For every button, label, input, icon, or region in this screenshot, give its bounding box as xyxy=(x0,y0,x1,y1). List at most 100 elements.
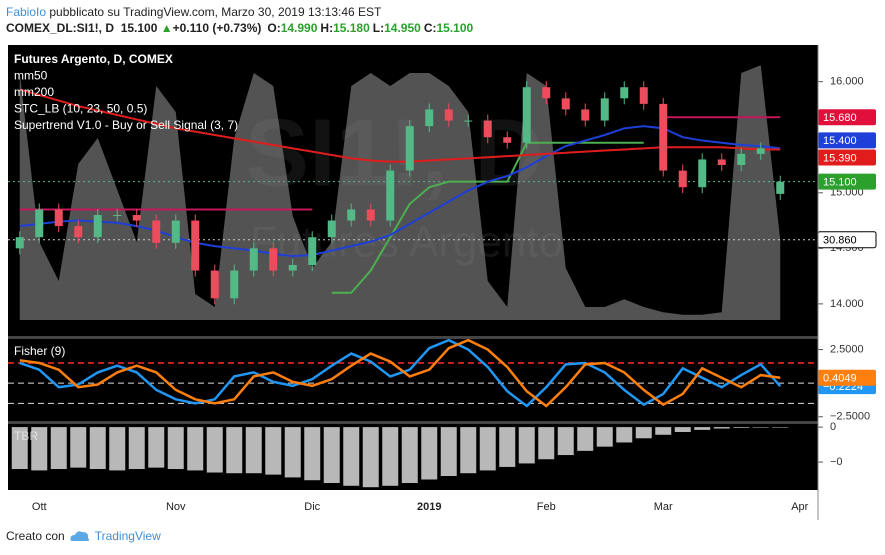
price-tag-label: 15.100 xyxy=(823,177,857,189)
x-tick-label: 2019 xyxy=(417,501,441,513)
header: FabioIo pubblicato su TradingView.com, M… xyxy=(6,4,476,36)
histogram-bar xyxy=(323,427,340,484)
histogram-bar xyxy=(89,427,106,470)
legend-entry: STC_LB (10, 23, 50, 0.5) xyxy=(14,102,147,116)
histogram-bar xyxy=(401,427,418,484)
price-tag-label: 30.860 xyxy=(823,235,857,247)
symbol: COMEX_DL:SI1!, D xyxy=(6,21,115,35)
moving-average xyxy=(19,125,781,258)
fisher-line xyxy=(19,338,781,408)
author[interactable]: FabioIo xyxy=(6,5,47,19)
y-tick-label: 14.000 xyxy=(830,298,864,310)
candle xyxy=(425,109,434,127)
candle xyxy=(542,87,551,99)
candle xyxy=(54,209,63,227)
histogram-bar xyxy=(557,427,574,456)
candle xyxy=(756,148,765,154)
x-tick-label: Ott xyxy=(32,501,47,513)
histogram-bar xyxy=(31,427,48,471)
histogram-bar xyxy=(50,427,67,470)
candle xyxy=(386,170,395,221)
candle xyxy=(171,220,180,243)
candle xyxy=(659,103,668,171)
histogram-bar xyxy=(109,427,126,471)
y-tick-label: −2.5000 xyxy=(830,411,870,423)
candle xyxy=(483,120,492,138)
ohlc-value: 14.990 xyxy=(280,21,318,35)
histogram-bar xyxy=(577,427,594,451)
candle xyxy=(464,120,473,122)
x-tick-label: Nov xyxy=(166,501,186,513)
x-tick-label: Mar xyxy=(654,501,673,513)
footer-brand[interactable]: TradingView xyxy=(94,529,161,543)
x-tick-label: Dic xyxy=(304,501,320,513)
histogram-bar xyxy=(70,427,87,468)
published: pubblicato su TradingView.com, Marzo 30,… xyxy=(49,5,382,19)
histogram-bar xyxy=(635,427,652,439)
price-tag xyxy=(818,109,876,126)
y-tick-label: 2.5000 xyxy=(830,343,864,355)
histogram-bar xyxy=(343,427,360,486)
ohlc-label: C: xyxy=(423,21,437,35)
histogram-bar xyxy=(304,427,321,481)
candle xyxy=(639,87,648,104)
stc-area xyxy=(19,65,781,320)
candle xyxy=(308,237,317,265)
price-tag-label: 0.4049 xyxy=(823,373,857,385)
legend-entry: Supertrend V1.0 - Buy or Sell Signal (3,… xyxy=(14,118,238,132)
candle xyxy=(93,215,102,238)
pane-title: TBR xyxy=(14,429,38,443)
chart: SI1!, DFutures Argento16.00015.50015.000… xyxy=(8,45,877,520)
candle xyxy=(210,270,219,299)
legend-entry: mm50 xyxy=(14,69,48,83)
price-tag-label: 15.400 xyxy=(823,135,857,147)
histogram-bar xyxy=(479,427,496,471)
candle xyxy=(717,159,726,165)
histogram-bar xyxy=(226,427,243,474)
histogram-bar xyxy=(518,427,535,464)
histogram-bar xyxy=(596,427,613,447)
histogram-bar xyxy=(713,427,730,429)
y-tick-label: 15.000 xyxy=(830,187,864,199)
candle xyxy=(522,87,531,143)
footer: Creato con TradingView xyxy=(6,529,161,543)
price-tag xyxy=(818,369,876,386)
candle xyxy=(366,209,375,221)
candle xyxy=(288,265,297,271)
fisher-line xyxy=(19,338,782,408)
candle xyxy=(269,248,278,271)
histogram-bar xyxy=(616,427,633,443)
histogram-bar xyxy=(499,427,516,467)
symbol-row: COMEX_DL:SI1!, D 15.100 ▲+0.110 (+0.73%)… xyxy=(6,20,476,36)
candle xyxy=(444,109,453,121)
histogram-bar xyxy=(674,427,691,432)
candle xyxy=(581,109,590,121)
histogram-bar xyxy=(772,427,789,428)
ohlc-value: 15.100 xyxy=(436,21,474,35)
candle xyxy=(327,220,336,238)
candle xyxy=(249,248,258,271)
candle xyxy=(230,270,239,299)
histogram-bar xyxy=(128,427,145,470)
candle xyxy=(503,137,512,143)
histogram-bar xyxy=(362,427,379,488)
candle xyxy=(620,87,629,99)
candle xyxy=(600,98,609,121)
histogram-bar xyxy=(148,427,165,468)
price-tag xyxy=(818,149,876,166)
axis-background xyxy=(8,490,818,520)
price: 15.100 xyxy=(120,21,158,35)
candle xyxy=(561,98,570,110)
y-tick-label: −0 xyxy=(830,456,843,468)
histogram-bar xyxy=(167,427,184,470)
histogram-bar xyxy=(206,427,223,473)
moving-average xyxy=(19,88,781,163)
y-tick-label: 0 xyxy=(830,421,836,433)
ohlc-value: 14.950 xyxy=(384,21,421,35)
legend-entry: Futures Argento, D, COMEX xyxy=(14,52,173,66)
histogram-bar xyxy=(655,427,672,435)
candle xyxy=(776,181,785,194)
change: +0.110 (+0.73%) xyxy=(172,21,262,35)
histogram-bar xyxy=(382,427,399,486)
